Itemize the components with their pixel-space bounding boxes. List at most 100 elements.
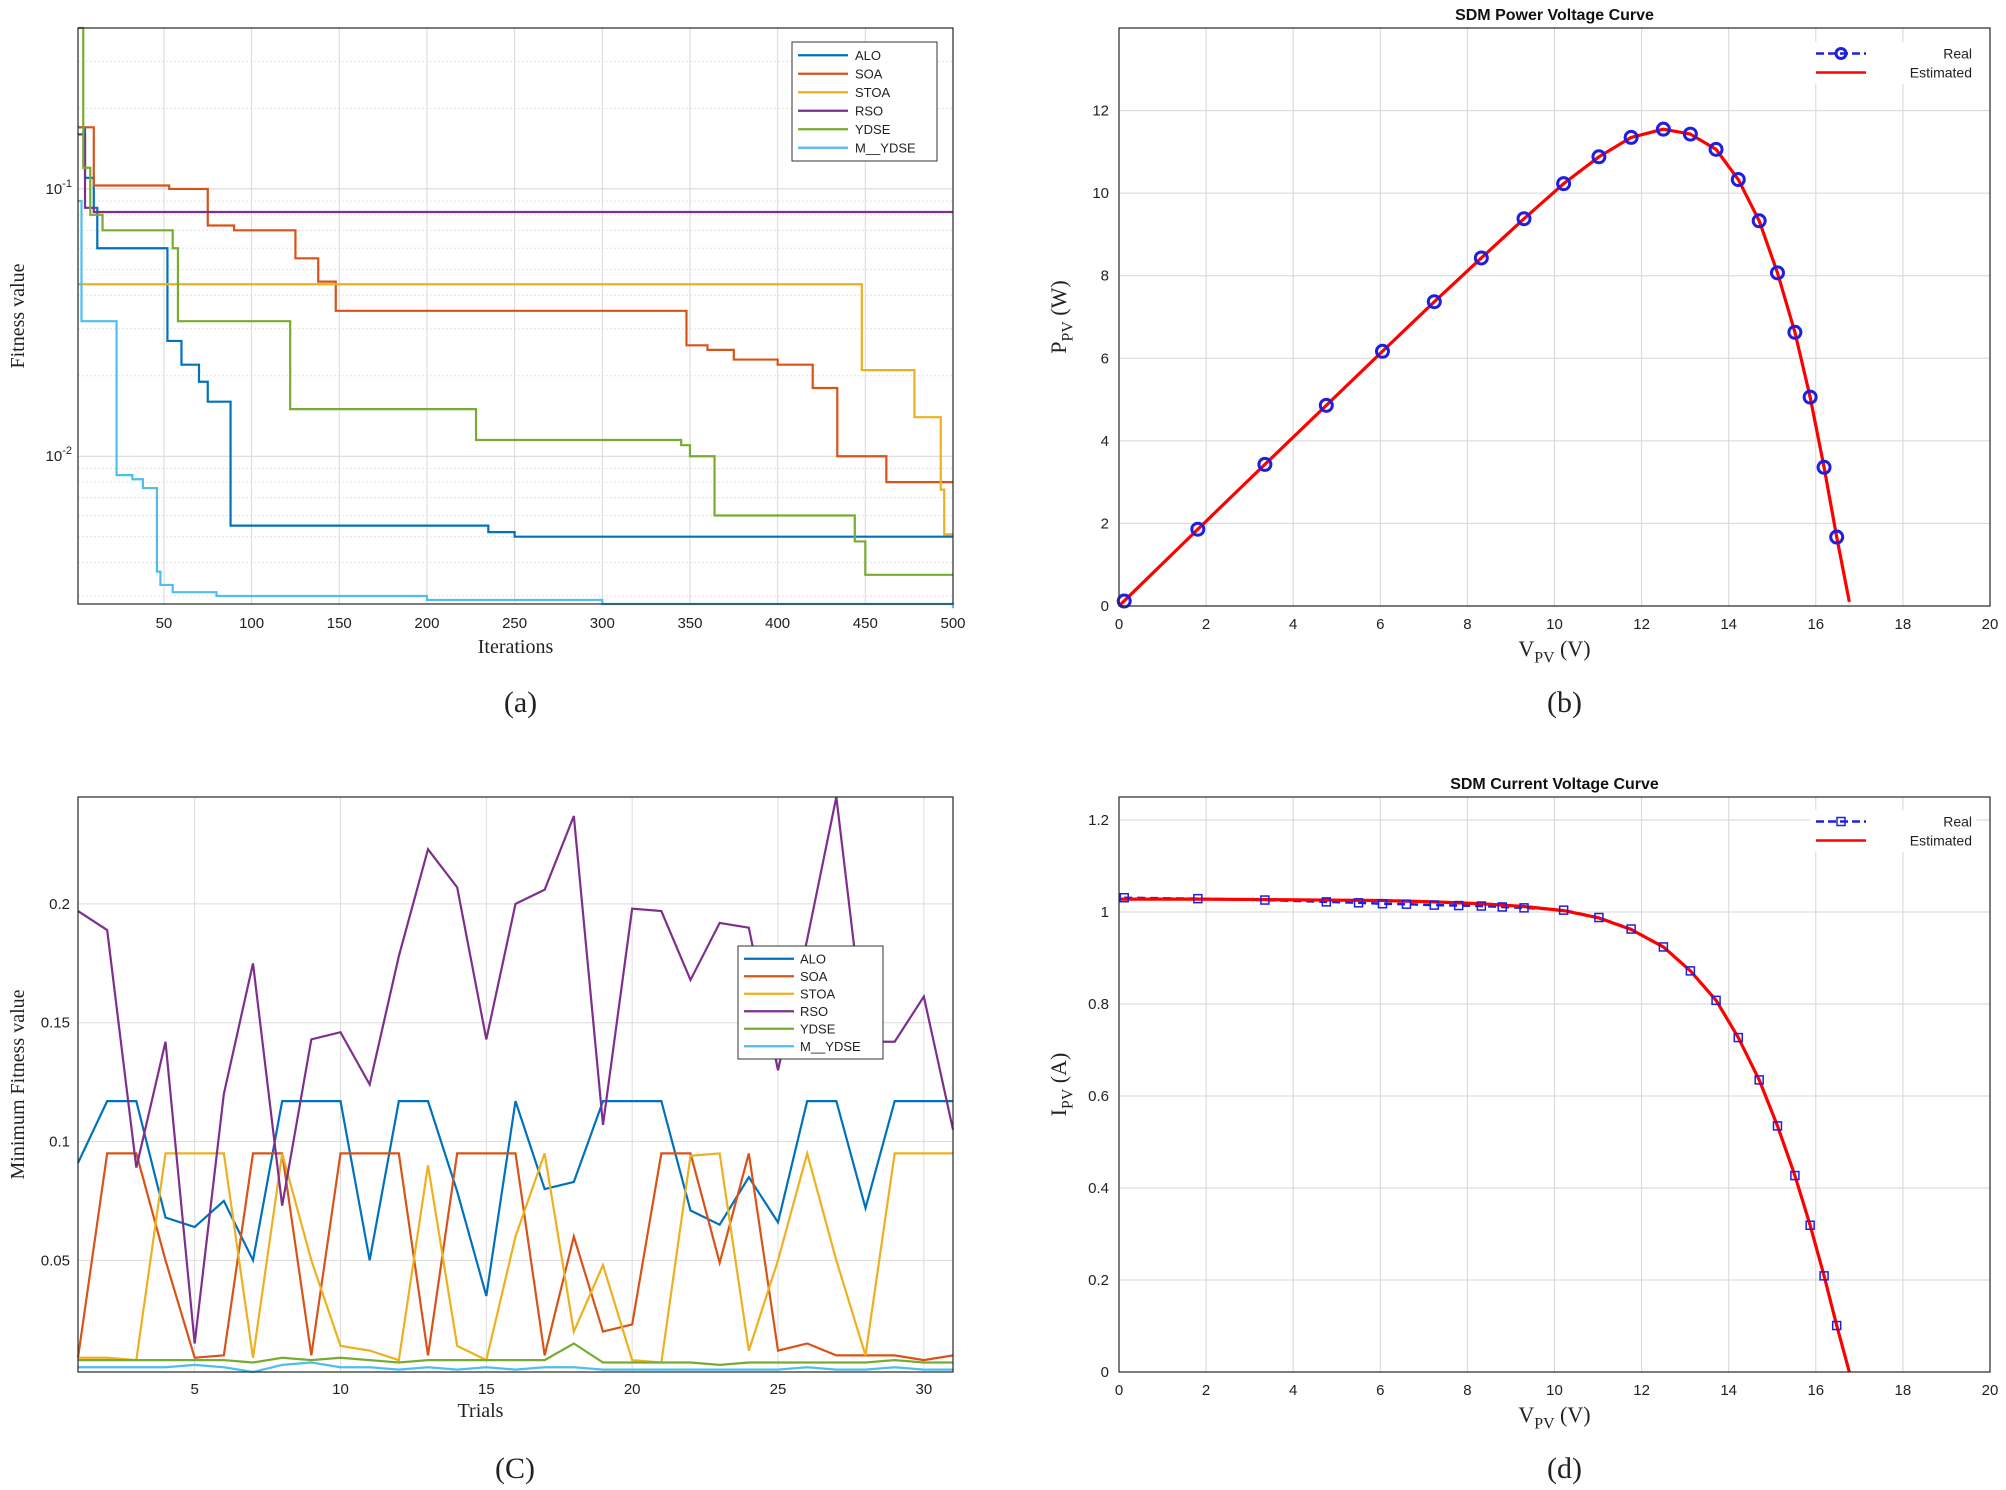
series-line-ydse	[78, 1342, 953, 1366]
y-tick-label: 10	[1092, 185, 1109, 202]
legend-label: YDSE	[855, 122, 891, 137]
real-data-point	[1594, 912, 1604, 923]
real-data-point	[1321, 897, 1332, 907]
legend-box	[737, 945, 884, 1060]
panel-c-minimum-fitness-vs-trials: 5 10 15 20 25 30 0.05 0.1 0.15 0.2 Trials Minimum F…	[7, 796, 955, 1485]
legend-label: Real	[1943, 45, 1972, 61]
legend-label: RSO	[800, 1004, 828, 1019]
legend: Real Estimated	[1810, 810, 1976, 852]
x-tick-label: 0	[1115, 1382, 1123, 1399]
legend-label: ALO	[855, 48, 881, 63]
x-tick-label: 16	[1807, 616, 1824, 633]
panel-d-current-voltage-curve: 0 2 4 6 8 10 12 14 16 18 20 0 0.2 0.4 0.6 0.8 1 1.2 SDM Cu…	[1046, 776, 1998, 1485]
legend-entry-alo: ALO	[798, 48, 881, 63]
legend-label: Estimated	[1910, 64, 1972, 80]
legend-entry-alo: ALO	[744, 951, 826, 966]
legend-label: ALO	[800, 951, 826, 966]
x-axis-label: Trials	[458, 1400, 504, 1422]
real-markers	[1116, 121, 1845, 609]
y-tick-label: 8	[1101, 268, 1109, 285]
real-data-point	[1318, 397, 1334, 413]
real-data-point	[1626, 924, 1636, 934]
legend-marker	[1836, 816, 1846, 827]
series-line-rso	[77, 796, 955, 1344]
legend-entry-m--ydse: M__YDSE	[744, 1039, 861, 1054]
real-data-point	[1374, 343, 1390, 359]
real-data-point	[1708, 141, 1724, 157]
legend-label: STOA	[800, 986, 835, 1001]
x-tick-label: 4	[1289, 616, 1297, 633]
x-tick-label: 10	[332, 1381, 349, 1398]
real-markers	[1119, 892, 1842, 1331]
real-data-point	[1730, 172, 1746, 188]
real-data-point	[1558, 905, 1569, 915]
x-tick-label: 12	[1633, 616, 1650, 633]
real-data-point	[1819, 1271, 1829, 1281]
x-tick-label: 20	[1982, 1382, 1999, 1399]
panel-caption: (d)	[1547, 1452, 1582, 1485]
real-data-point	[1119, 892, 1129, 903]
legend: Real Estimated	[1810, 42, 1976, 84]
panel-caption: (b)	[1547, 686, 1582, 719]
axes-box	[1118, 27, 1991, 607]
series-line-stoa	[78, 283, 953, 536]
legend-entry-rso: RSO	[744, 1004, 828, 1019]
x-tick-label: 25	[770, 1381, 787, 1398]
panel-a-fitness-vs-iterations: 50 100 150 200 250 300 350 400 450 500 10-1 10-2 Ite…	[7, 26, 966, 719]
real-data-point	[1453, 900, 1464, 911]
real-data-point	[1790, 1170, 1800, 1181]
x-tick-label: 50	[156, 615, 173, 632]
y-tick-label: 10-1	[46, 178, 72, 198]
real-data-point	[1831, 1320, 1842, 1331]
y-axis-label: Fitness value	[7, 263, 29, 368]
real-data-point	[1655, 121, 1671, 137]
x-tick-label: 300	[590, 615, 615, 632]
y-tick-label: 12	[1092, 103, 1109, 120]
legend-entry-m--ydse: M__YDSE	[798, 140, 916, 155]
legend-entry-soa: SOA	[798, 66, 883, 81]
x-tick-label: 2	[1202, 1382, 1210, 1399]
x-tick-label: 18	[1895, 1382, 1912, 1399]
x-tick-label: 150	[327, 615, 352, 632]
x-tick-label: 14	[1720, 1382, 1737, 1399]
series-line-soa	[76, 1152, 954, 1362]
real-data-point	[1260, 895, 1270, 905]
y-tick-label: 4	[1101, 433, 1109, 450]
x-tick-label: 250	[502, 615, 527, 632]
legend-entry-estimated: Estimated	[1816, 64, 1972, 80]
series-line-stoa	[78, 1149, 953, 1364]
legend-entry-estimated: Estimated	[1816, 832, 1972, 848]
panel-b-power-voltage-curve: 0 2 4 6 8 10 12 14 16 18 20 0 2 4 6 8 10 12 SDM Power Volt…	[1046, 7, 1998, 719]
chart-title: SDM Power Voltage Curve	[1455, 7, 1654, 24]
x-axis-label: Iterations	[478, 636, 554, 658]
y-tick-label: 1.2	[1088, 812, 1109, 829]
y-tick-label: 0	[1101, 598, 1109, 615]
y-tick-label: 0.15	[41, 1015, 70, 1032]
x-tick-label: 15	[478, 1381, 495, 1398]
real-data-point	[1787, 324, 1803, 340]
y-tick-label: 0.8	[1088, 996, 1109, 1013]
y-axis-ticks: 0 2 4 6 8 10 12	[1092, 103, 1109, 615]
real-data-point	[1476, 901, 1487, 911]
real-data-point	[1772, 1121, 1783, 1131]
legend-entry-ydse: YDSE	[798, 122, 891, 137]
legend-marker	[1834, 47, 1848, 60]
real-data-point	[1556, 176, 1572, 192]
legend-label: Real	[1943, 813, 1972, 829]
x-tick-label: 30	[915, 1381, 932, 1398]
legend-entry-stoa: STOA	[744, 986, 835, 1001]
real-data-point	[1751, 213, 1767, 229]
x-tick-label: 0	[1115, 616, 1123, 633]
y-tick-label: 0.4	[1088, 1180, 1109, 1197]
x-axis-ticks: 50 100 150 200 250 300 350 400 450 500	[156, 615, 966, 632]
axes-box	[77, 27, 954, 605]
x-tick-label: 20	[1982, 616, 1999, 633]
real-data-point	[1682, 126, 1698, 142]
y-tick-label: 6	[1101, 350, 1109, 367]
series-line-m--ydse	[78, 1361, 953, 1374]
x-tick-label: 10	[1546, 1382, 1563, 1399]
real-data-point	[1591, 149, 1607, 165]
y-axis-label: IPV (A)	[1046, 1053, 1077, 1117]
x-tick-label: 200	[414, 615, 439, 632]
y-tick-label: 1	[1101, 904, 1109, 921]
